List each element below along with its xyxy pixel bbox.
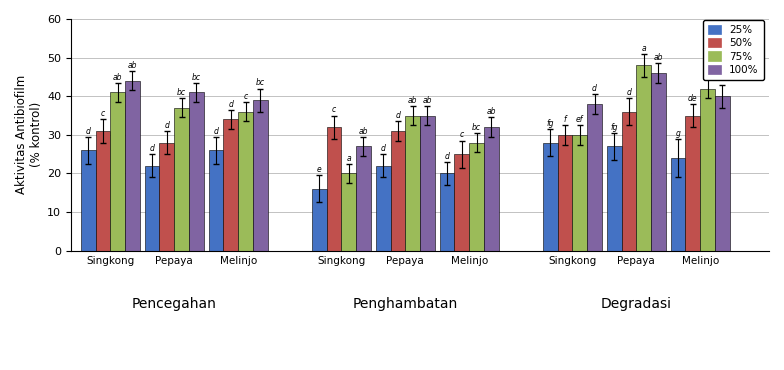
Bar (390, 131, 405, 251)
Bar (376, 166, 390, 251)
Text: d: d (165, 121, 169, 130)
Text: ab: ab (423, 96, 432, 105)
Text: cd: cd (717, 74, 727, 84)
Text: d: d (626, 88, 631, 97)
Text: fg: fg (546, 119, 554, 128)
Text: d: d (395, 111, 401, 120)
Bar (715, 96, 730, 251)
Text: ab: ab (113, 73, 122, 81)
Text: Degradasi: Degradasi (601, 297, 672, 311)
Bar (587, 104, 602, 251)
Bar (209, 150, 223, 251)
Bar (111, 92, 125, 251)
Bar (637, 65, 651, 251)
Bar (238, 112, 253, 251)
Text: d: d (445, 152, 449, 161)
Y-axis label: Aktivitas Antibiofilm
(% kontrol): Aktivitas Antibiofilm (% kontrol) (15, 75, 43, 195)
Bar (159, 142, 174, 251)
Bar (174, 108, 189, 251)
Text: ab: ab (408, 96, 417, 105)
Text: bc: bc (472, 123, 481, 132)
Bar (572, 135, 587, 251)
Text: d: d (150, 144, 154, 153)
Bar (700, 88, 715, 251)
Bar (405, 115, 420, 251)
Bar (685, 115, 700, 251)
Text: bc: bc (703, 69, 712, 78)
Text: de: de (688, 94, 698, 103)
Text: ef: ef (576, 115, 583, 124)
Bar (145, 166, 159, 251)
Text: ab: ab (128, 61, 137, 70)
Text: bc: bc (192, 73, 201, 81)
Text: a: a (641, 44, 646, 53)
Text: ab: ab (487, 107, 496, 116)
Text: g: g (676, 128, 681, 138)
Bar (607, 147, 622, 251)
Bar (455, 154, 469, 251)
Text: c: c (459, 131, 464, 139)
Text: d: d (592, 84, 597, 93)
Text: bc: bc (256, 78, 265, 87)
Bar (543, 142, 557, 251)
Text: e: e (317, 165, 321, 174)
Text: ab: ab (654, 53, 663, 62)
Text: Pencegahan: Pencegahan (132, 297, 216, 311)
Bar (189, 92, 204, 251)
Bar (125, 81, 140, 251)
Text: d: d (85, 127, 91, 136)
Bar (312, 189, 327, 251)
Text: Penghambatan: Penghambatan (353, 297, 458, 311)
Bar (327, 127, 341, 251)
Bar (469, 142, 484, 251)
Bar (356, 147, 371, 251)
Bar (253, 100, 267, 251)
Bar (420, 115, 435, 251)
Bar (557, 135, 572, 251)
Text: c: c (243, 92, 248, 101)
Text: fg: fg (611, 123, 618, 132)
Text: d: d (213, 127, 219, 136)
Text: f: f (564, 115, 566, 124)
Bar (341, 174, 356, 251)
Bar (223, 120, 238, 251)
Bar (81, 150, 96, 251)
Text: c: c (332, 105, 336, 114)
Bar (670, 158, 685, 251)
Bar (440, 174, 455, 251)
Text: bc: bc (177, 88, 186, 97)
Text: d: d (381, 144, 386, 153)
Text: ab: ab (359, 127, 368, 136)
Bar (622, 112, 637, 251)
Legend: 25%, 50%, 75%, 100%: 25%, 50%, 75%, 100% (703, 20, 764, 80)
Text: c: c (101, 109, 105, 118)
Bar (651, 73, 666, 251)
Text: d: d (228, 100, 233, 109)
Text: a: a (347, 154, 351, 163)
Bar (484, 127, 499, 251)
Bar (96, 131, 111, 251)
